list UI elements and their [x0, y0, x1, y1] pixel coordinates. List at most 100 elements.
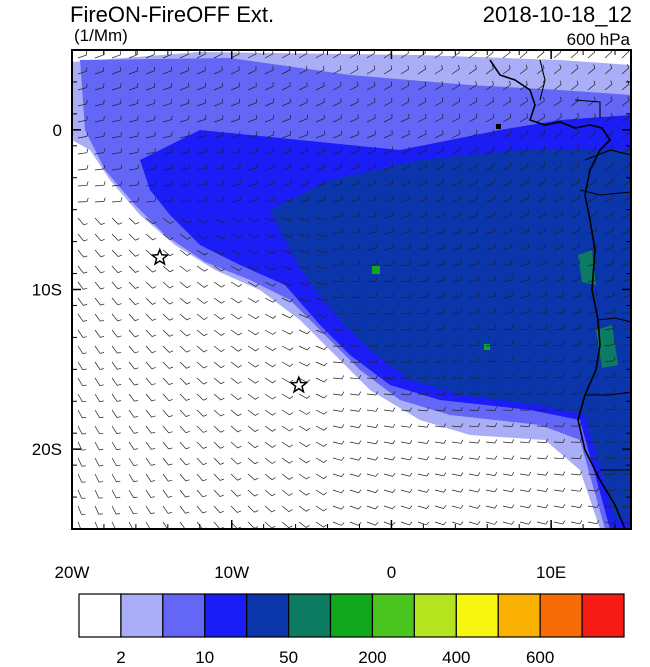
- wind-barb: [434, 162, 444, 171]
- wind-barb: [213, 329, 225, 336]
- wind-barb: [247, 98, 257, 107]
- wind-barb: [570, 389, 582, 395]
- wind-barb: [502, 488, 515, 493]
- units-label: (1/Mm): [74, 26, 128, 45]
- wind-barb: [332, 309, 344, 315]
- wind-barb: [128, 99, 139, 107]
- wind-barb: [196, 217, 209, 224]
- wind-barb: [383, 65, 393, 75]
- wind-barb: [502, 455, 515, 460]
- wind-barb: [94, 132, 105, 139]
- wind-barb: [485, 162, 495, 171]
- wind-barb: [485, 357, 497, 363]
- wind-barb: [281, 441, 293, 448]
- wind-barb: [332, 146, 342, 155]
- wind-barb: [179, 196, 191, 203]
- wind-barb: [604, 438, 616, 443]
- wind-barb: [281, 82, 291, 91]
- wind-barb: [604, 177, 614, 187]
- wind-barb: [94, 116, 105, 123]
- wind-barb: [247, 196, 258, 203]
- wind-barb: [196, 329, 208, 337]
- wind-barb: [213, 425, 225, 433]
- wind-barb: [77, 165, 89, 171]
- y-tick-label: 10S: [32, 281, 62, 300]
- wind-barb: [383, 309, 395, 315]
- wind-barb: [298, 114, 308, 123]
- wind-barb: [298, 329, 311, 335]
- wind-barb: [196, 425, 208, 433]
- wind-barb: [519, 341, 531, 347]
- wind-barb: [349, 130, 359, 139]
- wind-barb: [230, 50, 240, 59]
- wind-barb: [247, 313, 260, 320]
- wind-barb: [502, 210, 512, 219]
- wind-barb: [94, 409, 104, 419]
- wind-barb: [213, 265, 226, 272]
- wind-barb: [94, 99, 105, 107]
- wind-barb: [179, 249, 191, 256]
- wind-barb: [230, 265, 243, 272]
- wind-barb: [162, 66, 172, 75]
- wind-barb: [383, 423, 396, 428]
- wind-barb: [162, 297, 174, 305]
- wind-barb: [519, 422, 531, 427]
- wind-barb: [417, 521, 430, 526]
- wind-barb: [281, 130, 291, 139]
- wind-barb: [94, 181, 106, 187]
- wind-barb: [298, 179, 309, 187]
- wind-barb: [332, 473, 345, 478]
- wind-barb: [451, 243, 462, 251]
- wind-barb: [179, 457, 190, 466]
- wind-barb: [536, 324, 548, 331]
- wind-barb: [145, 197, 157, 203]
- wind-barb: [400, 423, 413, 428]
- wind-barb: [298, 196, 309, 203]
- wind-barb: [519, 390, 531, 395]
- wind-barb: [145, 457, 156, 466]
- wind-barb: [247, 131, 258, 139]
- wind-barb: [587, 129, 596, 139]
- wind-barb: [349, 244, 361, 251]
- wind-barb: [553, 50, 562, 59]
- colorbar: 2 10 50 200 400 600: [78, 593, 625, 667]
- wind-barb: [281, 281, 294, 287]
- wind-barb: [179, 377, 191, 385]
- wind-barb: [417, 374, 429, 379]
- wind-barb: [587, 291, 598, 299]
- wind-barb: [145, 313, 157, 321]
- wind-barb: [434, 292, 446, 299]
- wind-barb: [383, 114, 393, 123]
- wind-barb: [383, 260, 395, 267]
- wind-barb: [179, 345, 191, 353]
- wind-barb: [145, 345, 156, 354]
- wind-barb: [536, 275, 547, 283]
- wind-barb: [281, 50, 291, 59]
- wind-barb: [366, 342, 378, 347]
- wind-barb: [621, 161, 631, 171]
- wind-barb: [145, 50, 155, 59]
- wind-barb: [366, 358, 378, 363]
- wind-barb: [230, 281, 243, 288]
- colorbar-box: [497, 593, 541, 638]
- wind-barb: [196, 249, 208, 256]
- wind-barb: [111, 99, 122, 107]
- wind-barb: [604, 454, 616, 459]
- wind-barb: [587, 373, 599, 379]
- wind-barb: [196, 489, 207, 498]
- wind-barb: [468, 113, 478, 123]
- wind-barb: [519, 194, 529, 203]
- wind-barb: [502, 50, 511, 59]
- wind-barb: [434, 227, 445, 235]
- wind-barb: [264, 196, 275, 203]
- wind-barb: [145, 329, 157, 338]
- wind-barb: [196, 115, 207, 123]
- wind-barb: [264, 179, 275, 187]
- wind-barb: [553, 145, 563, 155]
- wind-barb: [519, 406, 531, 411]
- wind-barb: [298, 361, 311, 367]
- country-borders: [539, 59, 631, 471]
- wind-barb: [519, 97, 528, 107]
- wind-barb: [247, 457, 259, 465]
- wind-barb: [417, 195, 428, 203]
